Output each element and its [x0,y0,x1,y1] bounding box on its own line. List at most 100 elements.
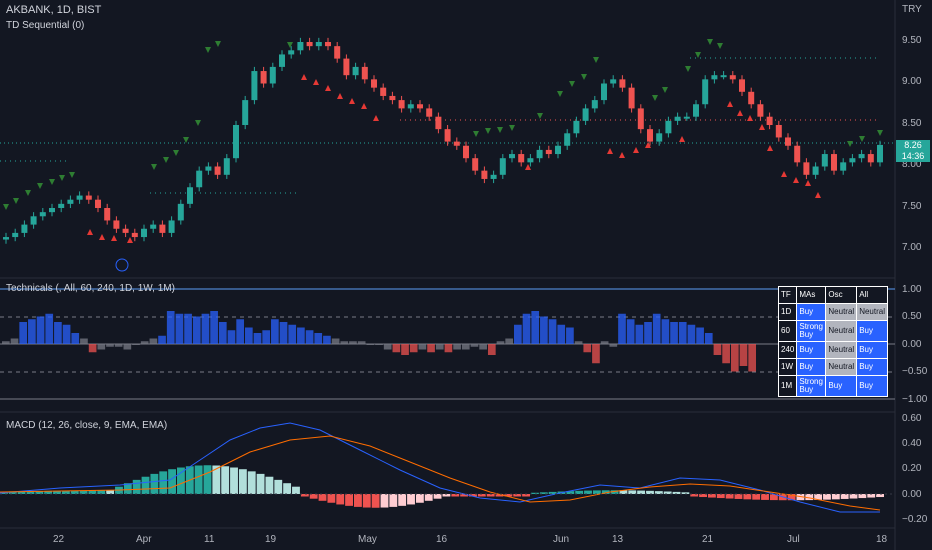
candle-body [840,162,847,171]
td-sell-marker [805,180,811,186]
tech-bar [192,316,201,344]
tech-bar [670,322,678,344]
td-sequential-label[interactable]: TD Sequential (0) [6,20,85,31]
technicals-label[interactable]: Technicals (, All, 60, 240, 1D, 1W, 1M) [6,283,175,294]
macd-label[interactable]: MACD (12, 26, close, 9, EMA, EMA) [6,420,168,431]
candle-body [720,75,727,78]
td-sell-marker [337,93,343,99]
macd-hist-bar [283,483,292,494]
candle-body [30,216,37,225]
td-sell-marker [607,148,613,154]
macd-hist-bar [805,494,814,501]
candle-body [812,166,819,175]
macd-hist-bar [309,494,318,499]
osc-cell: Neutral [825,358,858,376]
td-buy-marker [215,41,221,47]
candle-body [398,100,405,109]
mas-cell: Buy [796,358,827,376]
currency-label: TRY [902,4,922,15]
all-cell: Buy [856,375,888,397]
macd-hist-bar [858,494,867,499]
candle-body [104,208,111,221]
tech-bar [427,344,435,353]
tech-bar [626,319,635,344]
macd-hist-bar [592,490,601,494]
macd-hist-bar [362,494,371,508]
candle-body [131,232,138,238]
macd-hist-bar [194,465,203,494]
tech-bar [678,322,687,344]
macd-hist-bar [345,494,353,506]
macd-hist-bar [123,483,132,494]
candle-body [85,195,92,200]
candle-body [233,125,239,159]
all-cell: Buy [856,320,888,342]
tech-bar [496,341,505,344]
symbol-title[interactable]: AKBANK, 1D, BIST [6,4,102,16]
tech-bar [574,341,583,344]
candle-body [656,133,663,142]
candle-body [499,158,506,175]
macd-hist-bar [486,494,495,497]
tech-bar [383,344,392,350]
td-buy-marker [163,157,169,163]
macd-hist-bar [849,494,858,499]
candle-body [205,166,212,171]
price-tick: 7.50 [902,201,922,212]
macd-hist-bar [106,490,115,494]
macd-hist-bar [150,473,159,494]
macd-hist-bar [97,490,106,494]
td-sell-marker [633,147,639,153]
candle-body [628,87,635,109]
td-buy-marker [25,190,31,196]
td-sell-marker [727,101,733,107]
candle-body [325,42,331,47]
macd-hist-bar [203,465,212,494]
td-sell-marker [645,142,651,148]
td-buy-marker [685,66,691,72]
time-tick: 18 [876,534,888,545]
macd-hist-bar [654,491,663,494]
macd-hist-bar [70,490,79,494]
macd-hist-bar [548,491,557,494]
macd-hist-bar [769,494,778,501]
tech-bar [748,344,756,372]
osc-cell: Neutral [825,320,858,342]
candle-body [647,129,653,142]
candle-body [380,87,387,96]
price-tick: 9.50 [902,35,922,46]
tech-bar [600,341,609,344]
tech-bar [730,344,739,372]
price-tick: 9.00 [902,76,922,87]
tech-bar [661,319,670,344]
tech-bar [288,324,297,344]
macd-hist-bar [716,494,725,499]
td-sell-marker [815,192,821,198]
macd-hist-bar [88,490,97,494]
candle-body [251,71,258,101]
macd-hist-bar [876,494,884,498]
tech-bar [609,344,618,347]
candle-body [49,208,55,213]
macd-hist-bar [575,490,584,494]
price-tick: 8.00 [902,159,922,170]
macd-hist-bar [867,494,876,498]
td-buy-marker [485,128,491,134]
macd-hist-bar [247,471,256,494]
tech-bar [652,313,661,344]
candle-body [509,154,515,159]
candle-body [536,149,543,159]
tech-bar [461,344,470,350]
macd-hist-bar [221,466,230,494]
tech-bar [444,344,453,353]
macd-hist-bar [371,494,380,508]
time-tick: 21 [702,534,714,545]
macd-hist-bar [663,491,672,494]
macd-hist-bar [831,494,840,500]
tech-bar [514,324,522,344]
time-tick: Jul [787,534,800,545]
candle-body [260,71,267,84]
macd-hist-bar [619,490,628,494]
candle-body [141,228,147,238]
